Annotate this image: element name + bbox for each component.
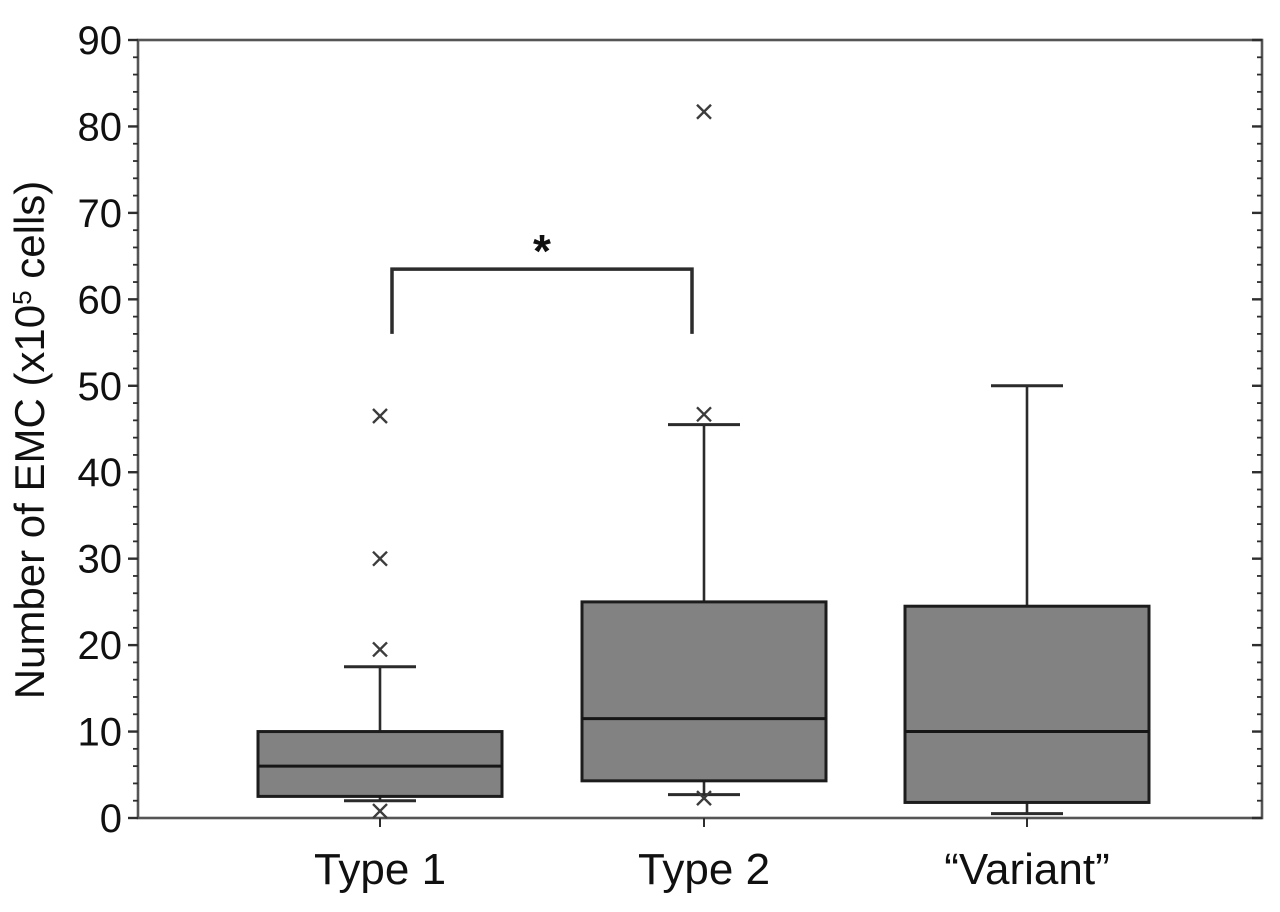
outlier-x-marker (372, 550, 388, 567)
y-tick-label: 40 (78, 451, 123, 495)
outlier-x-marker (372, 641, 388, 658)
plot-frame (136, 38, 1264, 820)
y-axis-title-superscript: 5 (7, 290, 37, 304)
y-tick-label: 0 (100, 797, 122, 841)
y-tick-label: 10 (78, 711, 123, 755)
outlier-x-marker (696, 406, 712, 423)
outlier-x-marker (696, 103, 712, 120)
svg-text:Number of EMC (x105 cells): Number of EMC (x105 cells) (6, 181, 53, 700)
y-axis-title: Number of EMC (x105 cells) (6, 181, 53, 700)
box-rect (580, 600, 828, 783)
box-rect (903, 604, 1151, 804)
outlier-x-marker (372, 408, 388, 424)
x-category-label: Type 1 (314, 845, 446, 894)
box-group-variant (903, 384, 1151, 816)
x-category-label: “Variant” (944, 845, 1109, 894)
y-tick-label: 80 (78, 105, 123, 149)
box-rect (256, 730, 504, 798)
y-axis-title-prefix: Number of EMC (x10 (6, 305, 53, 699)
y-tick-label: 60 (78, 278, 123, 322)
significance-bracket (390, 267, 694, 334)
significance-asterisk: * (533, 225, 551, 277)
y-tick-label: 20 (78, 624, 123, 668)
outlier-x-marker (372, 803, 388, 819)
outlier-x-marker (696, 790, 712, 806)
y-tick-label: 90 (78, 19, 123, 63)
y-tick-label: 30 (78, 538, 123, 582)
y-tick-label: 50 (78, 365, 123, 409)
y-axis-ticks: 0 10 20 30 40 50 60 70 80 90 (78, 19, 1262, 841)
y-tick-label: 70 (78, 192, 123, 236)
box-group-type-1 (256, 408, 504, 819)
y-axis-title-suffix: cells) (6, 181, 53, 291)
box-group-type-2 (580, 103, 828, 806)
x-category-label: Type 2 (638, 845, 770, 894)
